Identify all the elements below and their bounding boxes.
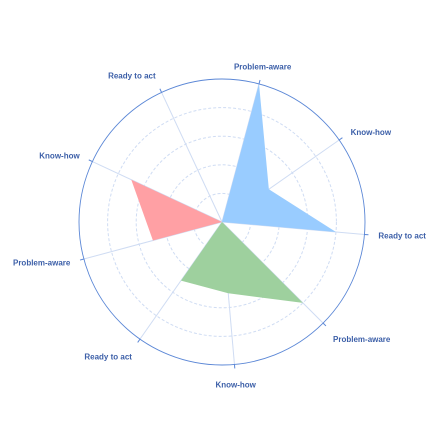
radar-axis-labels: Problem-aware Know-how Ready to act Problem… xyxy=(13,62,426,389)
radar-axis-tick xyxy=(258,79,261,85)
radar-axis-label: Ready to act xyxy=(108,72,156,81)
radar-series-area-1 xyxy=(222,83,336,232)
radar-axis-tick xyxy=(338,137,343,141)
radar-series-areas xyxy=(131,83,336,303)
radar-series-area-3 xyxy=(131,179,222,241)
radar-axis-tick xyxy=(79,258,85,261)
radar-spoke xyxy=(92,161,223,223)
radar-axis-tick xyxy=(322,322,327,327)
radar-axis-label: Ready to act xyxy=(378,232,426,241)
radar-axis-label: Know-how xyxy=(39,152,80,161)
radar-spoke xyxy=(139,221,223,340)
radar-grid-ring xyxy=(107,107,337,337)
radar-axis-tick xyxy=(159,88,163,93)
radar-axis-label: Problem-aware xyxy=(13,259,71,268)
radar-axis-label: Know-how xyxy=(215,380,256,389)
radar-axis-label: Problem-aware xyxy=(333,335,391,344)
radar-axis-tick xyxy=(137,338,141,343)
radar-series-area-2 xyxy=(180,222,303,303)
radar-outer-ring xyxy=(78,78,366,366)
radar-axis-label: Know-how xyxy=(351,128,392,137)
radar-spoke xyxy=(161,92,223,223)
radar-axis-tick xyxy=(88,159,93,163)
radar-axis-label: Ready to act xyxy=(84,353,132,362)
radar-axis-label: Problem-aware xyxy=(234,62,292,71)
